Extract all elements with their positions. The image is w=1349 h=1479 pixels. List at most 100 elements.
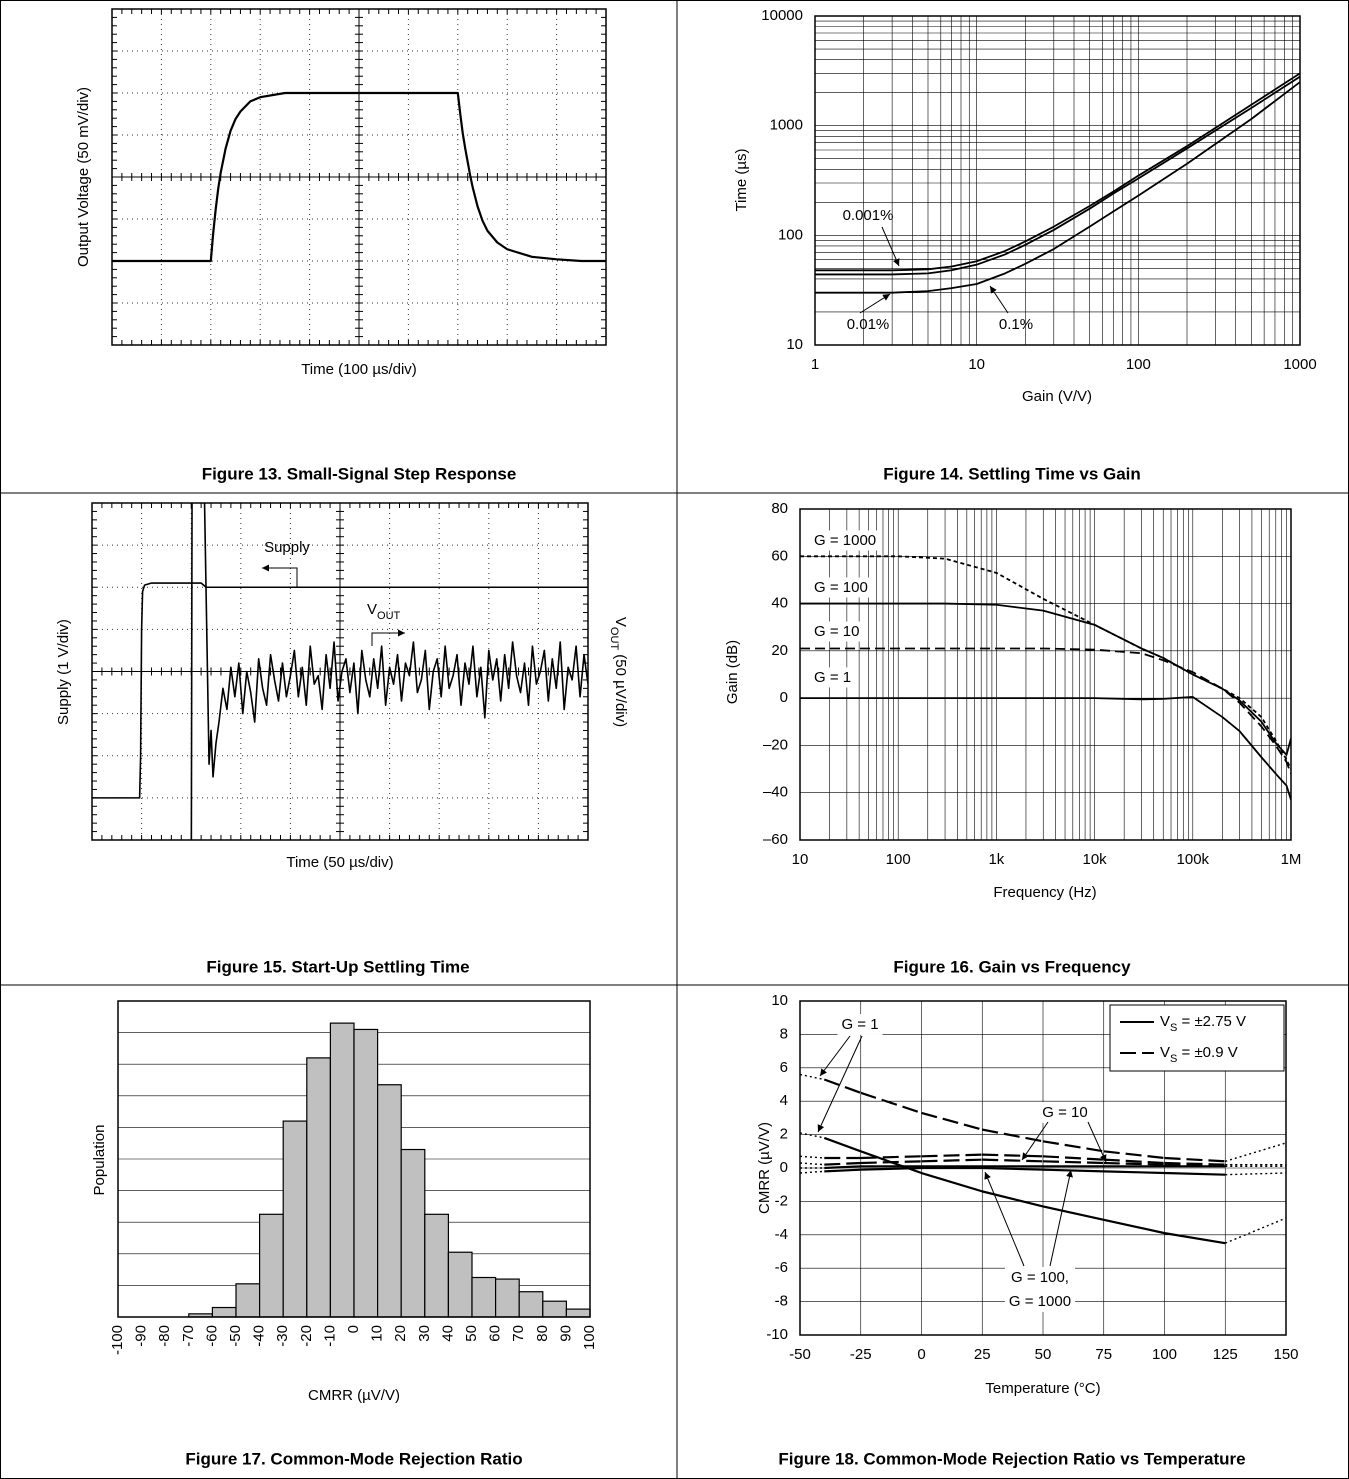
annotation-arrow bbox=[262, 564, 298, 587]
plot-frame bbox=[91, 502, 589, 841]
series-line bbox=[800, 696, 1291, 801]
histogram-bar bbox=[306, 1057, 331, 1318]
series-segment bbox=[823, 1078, 862, 1094]
x-tick-label: 1000 bbox=[1283, 356, 1316, 373]
series-segment bbox=[1042, 1160, 1104, 1165]
x-tick-label: -70 bbox=[180, 1325, 197, 1347]
x-axis-label: CMRR (µV/V) bbox=[308, 1387, 400, 1404]
legend-box bbox=[1109, 1004, 1285, 1072]
y-tick-label: -8 bbox=[775, 1293, 788, 1310]
series-segment bbox=[1224, 1217, 1286, 1244]
plot-frame bbox=[814, 15, 1301, 346]
x-tick-label: 70 bbox=[510, 1325, 527, 1342]
legend-label-part: V bbox=[1160, 1013, 1170, 1030]
series-segment bbox=[800, 1155, 825, 1159]
series-segment bbox=[921, 1111, 983, 1131]
annotation-part: OUT bbox=[377, 610, 401, 622]
figure-caption: Figure 13. Small-Signal Step Response bbox=[202, 464, 517, 483]
y-tick-label: 0 bbox=[780, 689, 788, 706]
series-line bbox=[815, 75, 1300, 276]
label-background bbox=[837, 1013, 883, 1035]
annotation-arrow bbox=[371, 629, 405, 646]
plot-frame bbox=[117, 1000, 591, 1318]
annotation: G = 1000 bbox=[1009, 1293, 1071, 1310]
x-tick-label: 100 bbox=[581, 1325, 598, 1350]
histogram-bar bbox=[542, 1300, 567, 1318]
histogram-bar bbox=[259, 1213, 284, 1318]
plot-frame bbox=[799, 1000, 1287, 1336]
series-segment bbox=[921, 1153, 983, 1158]
label-background bbox=[811, 530, 880, 551]
y-tick-label: 2 bbox=[780, 1126, 788, 1143]
y-tick-label: 1000 bbox=[770, 117, 803, 134]
histogram-bar bbox=[565, 1308, 591, 1318]
series-segment bbox=[860, 1160, 922, 1165]
series-segment bbox=[982, 1158, 1044, 1163]
y-tick-label: 6 bbox=[780, 1059, 788, 1076]
x-tick-label: 30 bbox=[416, 1325, 433, 1342]
x-axis-label: Time (50 µs/div) bbox=[286, 854, 393, 871]
x-tick-label: 150 bbox=[1273, 1346, 1298, 1363]
arrow bbox=[819, 1035, 851, 1077]
series-segment bbox=[1103, 1158, 1165, 1165]
x-axis-label: Gain (V/V) bbox=[1022, 388, 1092, 405]
y-axis-label: CMRR (µV/V) bbox=[756, 1122, 773, 1214]
histogram-bar bbox=[377, 1084, 402, 1318]
series-segment bbox=[921, 1171, 983, 1193]
x-tick-label: -50 bbox=[227, 1325, 244, 1347]
y2-axis-label-part: OUT bbox=[608, 627, 620, 651]
series-segment bbox=[860, 1166, 922, 1171]
arrow bbox=[989, 285, 1009, 314]
x-tick-label: 20 bbox=[392, 1325, 409, 1342]
x-tick-label: -30 bbox=[274, 1325, 291, 1347]
plot-frame bbox=[799, 508, 1292, 841]
x-tick-label: 125 bbox=[1213, 1346, 1238, 1363]
series-segment bbox=[800, 1073, 825, 1081]
label-background bbox=[811, 577, 871, 598]
series-line bbox=[815, 81, 1300, 294]
curve-label: G = 10 bbox=[814, 623, 859, 640]
arrow bbox=[984, 1171, 1025, 1267]
y-tick-label: 10 bbox=[771, 992, 788, 1009]
series-segment bbox=[1103, 1170, 1165, 1175]
series-segment bbox=[860, 1155, 922, 1160]
legend-label-part: S bbox=[1170, 1053, 1177, 1065]
figure-caption: Figure 14. Settling Time vs Gain bbox=[883, 464, 1141, 483]
series-segment bbox=[824, 1161, 861, 1166]
series-segment bbox=[1225, 1172, 1286, 1176]
annotation: VOUT bbox=[367, 601, 401, 622]
y-tick-label: -4 bbox=[775, 1226, 788, 1243]
y2-axis-label: VOUT (50 µV/div) bbox=[608, 617, 629, 727]
series-segment bbox=[1103, 1161, 1165, 1166]
histogram-bar bbox=[447, 1251, 473, 1318]
legend-label-part: S bbox=[1170, 1022, 1177, 1034]
y-axis-label: Supply (1 V/div) bbox=[55, 619, 72, 725]
x-tick-label: 100 bbox=[1152, 1346, 1177, 1363]
x-tick-label: 75 bbox=[1095, 1346, 1112, 1363]
series-line bbox=[190, 503, 588, 840]
figure-caption: Figure 16. Gain vs Frequency bbox=[893, 957, 1131, 976]
y-tick-label: –20 bbox=[763, 736, 788, 753]
histogram-bar bbox=[424, 1213, 449, 1318]
curve-label: G = 1000 bbox=[814, 532, 876, 549]
x-tick-label: 60 bbox=[487, 1325, 504, 1342]
x-tick-label: -100 bbox=[109, 1325, 126, 1355]
x-tick-label: 100 bbox=[886, 851, 911, 868]
series-segment bbox=[1164, 1156, 1226, 1163]
label-background bbox=[811, 621, 863, 642]
figure-caption: Figure 17. Common-Mode Rejection Ratio bbox=[185, 1449, 522, 1468]
x-tick-label: -10 bbox=[321, 1325, 338, 1347]
legend-label-part: = ±0.9 V bbox=[1177, 1044, 1237, 1061]
series-segment bbox=[921, 1158, 983, 1163]
annotation: Supply bbox=[264, 539, 310, 556]
histogram-bar bbox=[495, 1278, 520, 1318]
series-segment bbox=[1164, 1232, 1226, 1245]
legend-label-part: = ±2.75 V bbox=[1177, 1013, 1246, 1030]
y-tick-label: -6 bbox=[775, 1259, 788, 1276]
x-tick-label: -60 bbox=[203, 1325, 220, 1347]
x-tick-label: -80 bbox=[156, 1325, 173, 1347]
series-segment bbox=[1103, 1150, 1165, 1160]
legend-label: VS = ±0.9 V bbox=[1160, 1044, 1238, 1065]
arrow bbox=[1087, 1121, 1107, 1163]
series-segment bbox=[824, 1168, 861, 1173]
